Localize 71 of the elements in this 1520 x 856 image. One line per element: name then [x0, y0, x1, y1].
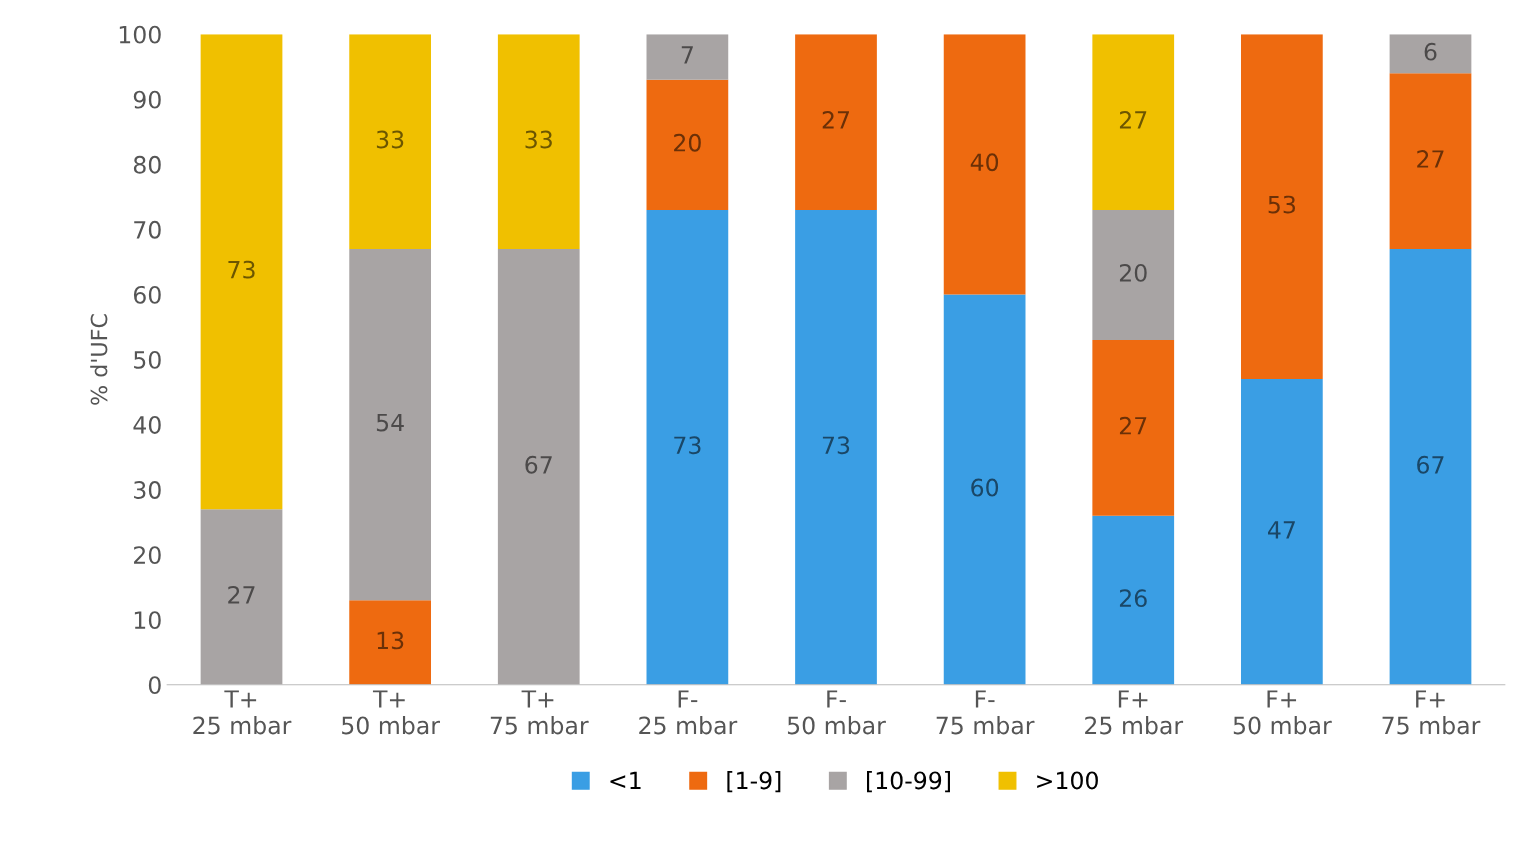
bar [1092, 34, 1175, 210]
legend-label: [10-99] [867, 771, 950, 793]
x-tick-label: T+ 25 mbar [193, 690, 292, 735]
y-tick-label: 20 [134, 546, 161, 564]
y-tick-label: 100 [119, 25, 161, 44]
data-label: 26 [1119, 589, 1147, 608]
legend-label: <1 [610, 771, 641, 790]
x-tick-label: F- 25 mbar [639, 690, 738, 735]
x-tick-label: T+ 50 mbar [342, 690, 440, 735]
y-tick-label: 30 [134, 481, 161, 499]
data-label: 27 [822, 111, 849, 129]
x-tick-label: T+ 75 mbar [490, 690, 589, 735]
data-label: 7 [681, 46, 693, 64]
bar [349, 34, 431, 249]
bar [1092, 340, 1175, 516]
data-label: 33 [525, 130, 552, 149]
data-label: 20 [1119, 263, 1147, 282]
legend-label: [1-9] [727, 771, 781, 793]
bar [1389, 34, 1472, 74]
data-label: 67 [1417, 455, 1444, 474]
x-tick-label: F- 75 mbar [936, 690, 1035, 735]
bar [1092, 515, 1175, 685]
bar [349, 600, 431, 685]
bar [1389, 248, 1472, 685]
y-tick-label: 70 [134, 220, 161, 239]
data-label: 67 [525, 455, 552, 474]
data-label: 13 [377, 631, 404, 650]
bar [200, 509, 283, 685]
bar [1389, 73, 1472, 249]
bar [497, 248, 580, 685]
data-label: 73 [822, 436, 850, 455]
data-label: 33 [376, 130, 404, 149]
data-label: 73 [228, 260, 255, 279]
y-tick-label: 40 [133, 416, 161, 434]
bar [646, 34, 729, 80]
data-label: 27 [228, 585, 255, 604]
bar [943, 34, 1026, 295]
data-label: 6 [1424, 42, 1437, 61]
y-tick-label: 10 [134, 611, 161, 630]
bar [349, 248, 431, 601]
x-tick-label: F+ 50 mbar [1233, 690, 1332, 735]
data-label: 53 [1268, 195, 1295, 214]
x-tick-label: F- 50 mbar [787, 690, 886, 735]
data-label: 27 [1119, 416, 1147, 435]
bar [1241, 34, 1323, 380]
bar [646, 209, 729, 685]
data-label: 73 [674, 436, 701, 455]
y-axis-title: % d'UFC [90, 314, 108, 405]
x-tick-label: F+ 25 mbar [1085, 690, 1184, 735]
data-label: 60 [971, 478, 999, 497]
bar [1092, 209, 1175, 340]
bar [943, 294, 1026, 685]
legend-label: >100 [1037, 771, 1098, 790]
data-label: 27 [1119, 111, 1147, 129]
bar [200, 34, 283, 510]
data-label: 27 [1417, 150, 1444, 168]
bar [646, 79, 729, 210]
data-label: 54 [376, 413, 404, 432]
bar [795, 34, 877, 210]
y-tick-label: 90 [133, 90, 161, 109]
y-tick-label: 0 [148, 676, 161, 695]
y-tick-label: 80 [133, 155, 161, 174]
data-label: 47 [1268, 521, 1295, 539]
y-tick-label: 60 [133, 285, 161, 304]
data-label: 40 [970, 153, 999, 172]
x-tick-label: F+ 75 mbar [1382, 690, 1481, 735]
data-label: 20 [674, 133, 701, 152]
bar [1241, 379, 1323, 685]
bar [497, 34, 580, 249]
bar [795, 209, 877, 685]
y-tick-label: 50 [134, 350, 161, 369]
